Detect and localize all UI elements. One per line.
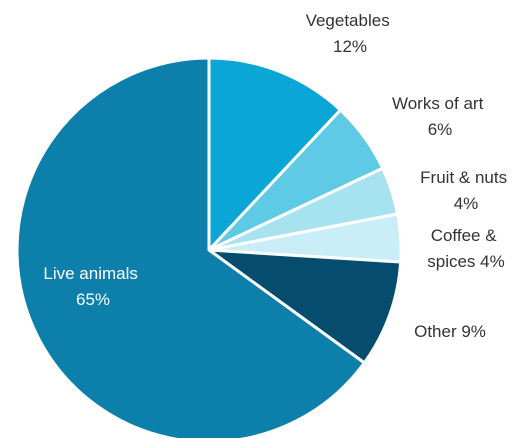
label-live-animals: Live animals 65% <box>43 264 142 309</box>
label-vegetables: Vegetables 12% <box>306 11 395 56</box>
slice-vegetables <box>207 56 342 252</box>
slice-live-animals <box>15 56 366 438</box>
label-other: Other 9% <box>414 322 486 341</box>
label-fruit-nuts: Fruit & nuts 4% <box>420 168 512 213</box>
label-coffee-spices: Coffee & spices 4% <box>427 226 504 271</box>
pie-labels: Vegetables 12% Works of art 6% Fruit & n… <box>43 11 512 341</box>
slice-other <box>207 248 403 365</box>
label-works-of-art: Works of art 6% <box>392 94 488 139</box>
pie-slices <box>15 56 403 438</box>
